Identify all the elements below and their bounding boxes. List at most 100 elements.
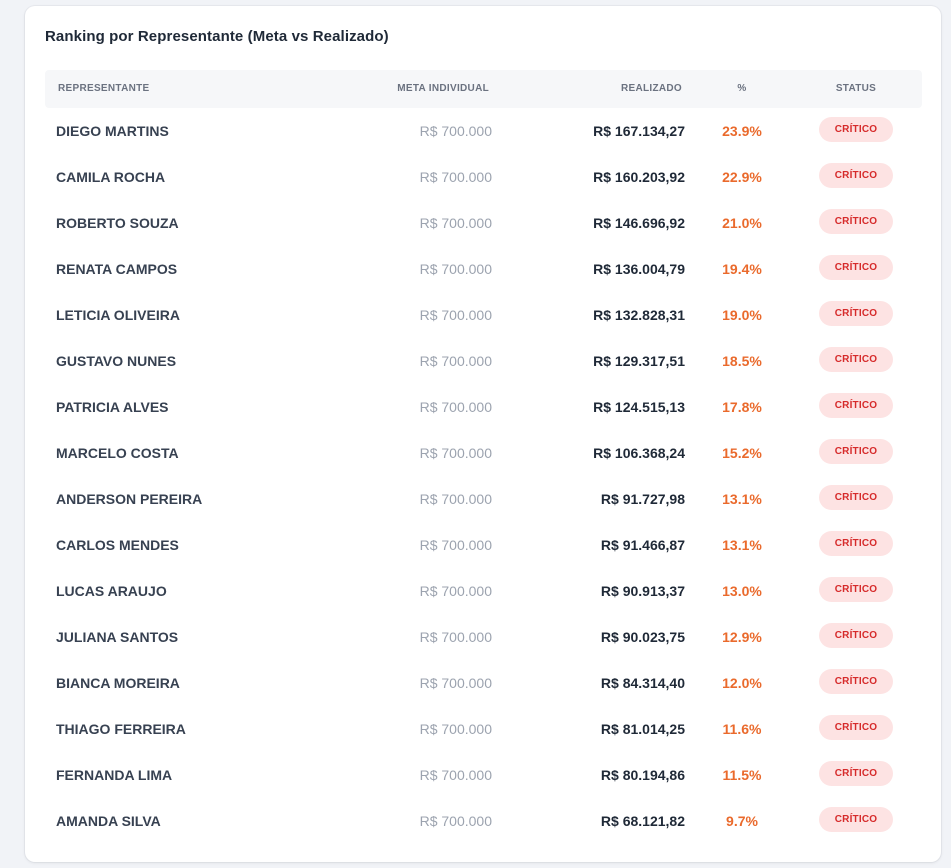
realized-value: R$ 91.466,87 bbox=[600, 537, 685, 553]
status-cell: CRÍTICO bbox=[818, 430, 894, 476]
realized-value: R$ 84.314,40 bbox=[600, 675, 685, 691]
status-cell: CRÍTICO bbox=[818, 752, 894, 798]
representative-name: THIAGO FERREIRA bbox=[56, 721, 186, 737]
realized-value: R$ 90.913,37 bbox=[600, 583, 685, 599]
status-cell: CRÍTICO bbox=[818, 660, 894, 706]
percent-value: 22.9% bbox=[722, 169, 762, 185]
meta-value: R$ 700.000 bbox=[419, 537, 492, 553]
table-row: LETICIA OLIVEIRA R$ 700.000 R$ 132.828,3… bbox=[45, 292, 922, 338]
meta-value: R$ 700.000 bbox=[419, 445, 492, 461]
percent-value: 12.9% bbox=[722, 629, 762, 645]
table-row: LUCAS ARAUJO R$ 700.000 R$ 90.913,37 13.… bbox=[45, 568, 922, 614]
header-status: STATUS bbox=[835, 83, 877, 94]
meta-value: R$ 700.000 bbox=[419, 767, 492, 783]
representative-name: AMANDA SILVA bbox=[56, 813, 161, 829]
realized-value: R$ 167.134,27 bbox=[593, 123, 685, 139]
percent-value: 11.5% bbox=[722, 767, 762, 783]
percent-value: 21.0% bbox=[722, 215, 762, 231]
status-cell: CRÍTICO bbox=[818, 476, 894, 522]
percent-value: 13.0% bbox=[722, 583, 762, 599]
status-badge: CRÍTICO bbox=[819, 393, 893, 419]
table-row: FERNANDA LIMA R$ 700.000 R$ 80.194,86 11… bbox=[45, 752, 922, 798]
meta-value: R$ 700.000 bbox=[419, 123, 492, 139]
table-row: THIAGO FERREIRA R$ 700.000 R$ 81.014,25 … bbox=[45, 706, 922, 752]
status-badge: CRÍTICO bbox=[819, 347, 893, 373]
ranking-table: REPRESENTANTE META INDIVIDUAL REALIZADO … bbox=[45, 70, 922, 844]
status-cell: CRÍTICO bbox=[818, 798, 894, 844]
status-cell: CRÍTICO bbox=[818, 384, 894, 430]
status-cell: CRÍTICO bbox=[818, 338, 894, 384]
representative-name: PATRICIA ALVES bbox=[56, 399, 169, 415]
percent-value: 13.1% bbox=[722, 537, 762, 553]
representative-name: JULIANA SANTOS bbox=[56, 629, 179, 645]
realized-value: R$ 81.014,25 bbox=[600, 721, 685, 737]
realized-value: R$ 68.121,82 bbox=[600, 813, 685, 829]
ranking-card: Ranking por Representante (Meta vs Reali… bbox=[25, 6, 941, 862]
table-body: DIEGO MARTINS R$ 700.000 R$ 167.134,27 2… bbox=[45, 108, 922, 844]
meta-value: R$ 700.000 bbox=[419, 675, 492, 691]
status-badge: CRÍTICO bbox=[819, 255, 893, 281]
percent-value: 17.8% bbox=[722, 399, 762, 415]
realized-value: R$ 160.203,92 bbox=[593, 169, 685, 185]
status-badge: CRÍTICO bbox=[819, 301, 893, 327]
meta-value: R$ 700.000 bbox=[419, 307, 492, 323]
realized-value: R$ 91.727,98 bbox=[600, 491, 685, 507]
meta-value: R$ 700.000 bbox=[419, 583, 492, 599]
status-cell: CRÍTICO bbox=[818, 522, 894, 568]
meta-value: R$ 700.000 bbox=[419, 261, 492, 277]
representative-name: RENATA CAMPOS bbox=[56, 261, 178, 277]
realized-value: R$ 146.696,92 bbox=[593, 215, 685, 231]
meta-value: R$ 700.000 bbox=[419, 169, 492, 185]
card-title: Ranking por Representante (Meta vs Reali… bbox=[45, 28, 389, 45]
table-row: JULIANA SANTOS R$ 700.000 R$ 90.023,75 1… bbox=[45, 614, 922, 660]
table-row: DIEGO MARTINS R$ 700.000 R$ 167.134,27 2… bbox=[45, 108, 922, 154]
realized-value: R$ 132.828,31 bbox=[593, 307, 685, 323]
table-row: GUSTAVO NUNES R$ 700.000 R$ 129.317,51 1… bbox=[45, 338, 922, 384]
percent-value: 11.6% bbox=[722, 721, 762, 737]
header-realizado: REALIZADO bbox=[620, 83, 682, 94]
table-header: REPRESENTANTE META INDIVIDUAL REALIZADO … bbox=[45, 70, 922, 108]
status-badge: CRÍTICO bbox=[819, 807, 893, 833]
representative-name: LETICIA OLIVEIRA bbox=[56, 307, 180, 323]
header-meta-individual: META INDIVIDUAL bbox=[397, 83, 489, 94]
status-badge: CRÍTICO bbox=[819, 669, 893, 695]
realized-value: R$ 136.004,79 bbox=[593, 261, 685, 277]
percent-value: 12.0% bbox=[722, 675, 762, 691]
realized-value: R$ 106.368,24 bbox=[593, 445, 685, 461]
percent-value: 19.0% bbox=[722, 307, 762, 323]
status-badge: CRÍTICO bbox=[819, 439, 893, 465]
meta-value: R$ 700.000 bbox=[419, 813, 492, 829]
representative-name: MARCELO COSTA bbox=[56, 445, 179, 461]
meta-value: R$ 700.000 bbox=[419, 399, 492, 415]
status-cell: CRÍTICO bbox=[818, 706, 894, 752]
status-badge: CRÍTICO bbox=[819, 117, 893, 143]
realized-value: R$ 90.023,75 bbox=[600, 629, 685, 645]
representative-name: ANDERSON PEREIRA bbox=[56, 491, 203, 507]
table-row: RENATA CAMPOS R$ 700.000 R$ 136.004,79 1… bbox=[45, 246, 922, 292]
status-badge: CRÍTICO bbox=[819, 623, 893, 649]
percent-value: 19.4% bbox=[722, 261, 762, 277]
status-cell: CRÍTICO bbox=[818, 568, 894, 614]
status-badge: CRÍTICO bbox=[819, 485, 893, 511]
table-row: MARCELO COSTA R$ 700.000 R$ 106.368,24 1… bbox=[45, 430, 922, 476]
status-cell: CRÍTICO bbox=[818, 108, 894, 154]
table-row: CARLOS MENDES R$ 700.000 R$ 91.466,87 13… bbox=[45, 522, 922, 568]
representative-name: CAMILA ROCHA bbox=[56, 169, 166, 185]
status-badge: CRÍTICO bbox=[819, 577, 893, 603]
table-row: ANDERSON PEREIRA R$ 700.000 R$ 91.727,98… bbox=[45, 476, 922, 522]
table-row: BIANCA MOREIRA R$ 700.000 R$ 84.314,40 1… bbox=[45, 660, 922, 706]
percent-value: 9.7% bbox=[726, 813, 758, 829]
header-representante: REPRESENTANTE bbox=[58, 83, 150, 94]
status-cell: CRÍTICO bbox=[818, 200, 894, 246]
status-badge: CRÍTICO bbox=[819, 761, 893, 787]
table-row: ROBERTO SOUZA R$ 700.000 R$ 146.696,92 2… bbox=[45, 200, 922, 246]
representative-name: DIEGO MARTINS bbox=[56, 123, 169, 139]
percent-value: 15.2% bbox=[722, 445, 762, 461]
representative-name: BIANCA MOREIRA bbox=[56, 675, 180, 691]
status-badge: CRÍTICO bbox=[819, 209, 893, 235]
representative-name: LUCAS ARAUJO bbox=[56, 583, 167, 599]
representative-name: CARLOS MENDES bbox=[56, 537, 179, 553]
meta-value: R$ 700.000 bbox=[419, 721, 492, 737]
status-badge: CRÍTICO bbox=[819, 715, 893, 741]
status-cell: CRÍTICO bbox=[818, 292, 894, 338]
